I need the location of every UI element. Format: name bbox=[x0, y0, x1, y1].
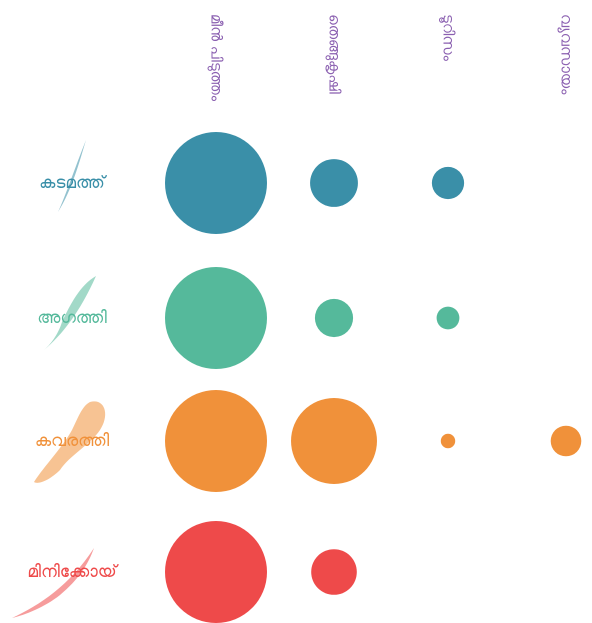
bubble bbox=[165, 390, 267, 492]
island-shapes bbox=[12, 140, 106, 618]
island-shape bbox=[12, 548, 94, 618]
bubble bbox=[291, 398, 377, 484]
bubble bbox=[311, 549, 357, 595]
bubble bbox=[310, 159, 358, 207]
island-shape bbox=[34, 401, 106, 483]
bubble bbox=[550, 425, 582, 457]
bubble bbox=[314, 298, 354, 338]
bubble bbox=[165, 267, 267, 369]
column-label: വ്യവസായം bbox=[558, 14, 576, 95]
bubble bbox=[436, 306, 460, 330]
bubble bbox=[440, 433, 456, 449]
row-label: കവരത്തി bbox=[35, 431, 110, 451]
bubble bbox=[165, 132, 267, 234]
row-label: അഗത്തി bbox=[37, 308, 107, 328]
column-label: തെങ്ങുകൃഷി bbox=[325, 14, 344, 95]
island-shape bbox=[44, 276, 96, 350]
column-label: മീൻ പിടുത്തം bbox=[207, 14, 225, 102]
island-shape bbox=[58, 140, 86, 212]
row-label: കടമത്ത് bbox=[39, 173, 107, 193]
bubble bbox=[431, 166, 465, 200]
column-label: ടൂറിസം bbox=[439, 14, 458, 62]
bubble bbox=[165, 521, 267, 623]
row-label: മിനിക്കോയ് bbox=[27, 562, 119, 582]
